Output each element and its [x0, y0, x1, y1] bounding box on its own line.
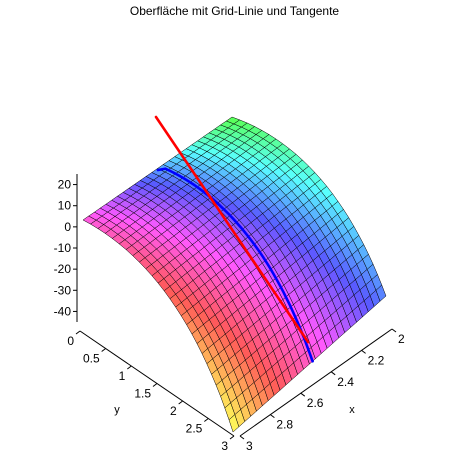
x-tick-label: 2.4	[337, 375, 354, 389]
surface-mesh	[82, 116, 387, 433]
y-tick	[75, 330, 81, 335]
x-tick-label: 2	[398, 332, 405, 346]
x-tick	[391, 328, 397, 333]
z-tick-label: -40	[54, 304, 72, 318]
grid-line-curve	[156, 167, 314, 363]
y-tick-label: 2	[170, 404, 177, 418]
y-tick	[127, 365, 132, 370]
x-tick	[300, 392, 306, 397]
x-tick-label: 2.8	[276, 418, 293, 432]
y-tick-label: 0	[67, 334, 74, 348]
x-axis-label: x	[349, 404, 355, 416]
y-tick-label: 2.5	[186, 422, 203, 436]
x-tick	[361, 349, 366, 354]
z-tick-label: 10	[58, 199, 72, 213]
surface-patch	[375, 284, 387, 302]
y-tick-label: 1.5	[134, 387, 151, 401]
curve-layer	[154, 115, 314, 363]
y-tick	[204, 418, 209, 422]
x-tick-label: 2.2	[368, 353, 385, 367]
y-tick	[178, 400, 183, 405]
z-tick-label: -10	[54, 241, 72, 255]
chart-title: Oberfläche mit Grid-Linie und Tangente	[129, 4, 340, 18]
y-tick	[101, 348, 106, 352]
z-tick-label: 20	[58, 178, 72, 192]
y-tick	[152, 383, 158, 387]
x-tick	[330, 371, 336, 376]
y-tick	[229, 435, 235, 440]
axes-layer: 20 10 0 -10 -20 -30 -40 0 0.5 1 1.5 2 2.5 3 y 2 2.2 2.4 2.…	[54, 174, 405, 453]
z-tick-label: 0	[64, 220, 71, 234]
y-tick-label: 3	[221, 439, 228, 453]
z-tick-label: -30	[54, 283, 72, 297]
x-tick	[239, 435, 245, 440]
x-tick-label: 3	[246, 439, 253, 453]
z-tick-label: -20	[54, 262, 72, 276]
tangent-line	[154, 115, 310, 344]
y-tick-label: 0.5	[83, 352, 100, 366]
y-axis-label: y	[114, 404, 120, 416]
x-tick-label: 2.6	[307, 396, 324, 410]
x-axis-line	[239, 328, 393, 437]
x-tick	[270, 414, 275, 419]
y-tick-label: 1	[119, 369, 126, 383]
